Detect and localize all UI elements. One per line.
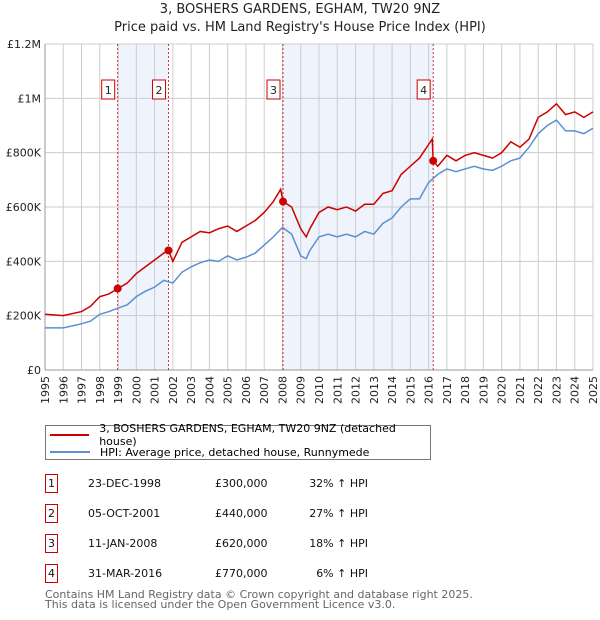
x-tick-label: 1995 bbox=[39, 376, 52, 404]
sale-label-number: 3 bbox=[270, 84, 277, 97]
x-tick-label: 2006 bbox=[240, 376, 253, 404]
x-tick-label: 2019 bbox=[477, 376, 490, 404]
legend-swatch-hpi bbox=[50, 451, 90, 453]
sale-hpi-diff: 18% ↑ HPI bbox=[309, 537, 368, 550]
sale-price: £300,000 bbox=[215, 477, 268, 490]
y-tick-label: £0 bbox=[27, 364, 41, 377]
price-chart: 1995 1996 1997 1998 1999 2000 2001 2002 2003 2004… bbox=[6, 38, 600, 404]
x-tick-label: 2014 bbox=[386, 376, 399, 404]
sale-number: 1 bbox=[45, 474, 58, 493]
sale-date: 11-JAN-2008 bbox=[88, 537, 158, 550]
sale-date: 23-DEC-1998 bbox=[88, 477, 162, 490]
x-tick-label: 2010 bbox=[313, 376, 326, 404]
sale-label-box bbox=[416, 79, 431, 100]
legend: 3, BOSHERS GARDENS, EGHAM, TW20 9NZ (det… bbox=[45, 422, 431, 460]
x-tick-label: 2005 bbox=[222, 376, 235, 404]
x-tick-label: 2008 bbox=[276, 376, 289, 404]
x-tick-label: 2024 bbox=[569, 376, 582, 404]
x-tick-label: 2013 bbox=[368, 376, 381, 404]
sale-number: 3 bbox=[45, 534, 58, 553]
sale-label-number: 1 bbox=[105, 84, 112, 97]
sale-label-box bbox=[101, 79, 116, 100]
sale-number: 4 bbox=[45, 564, 58, 583]
sale-price: £620,000 bbox=[215, 537, 268, 550]
x-tick-label: 1996 bbox=[57, 376, 70, 404]
x-tick-label: 1997 bbox=[76, 376, 89, 404]
x-tick-label: 2003 bbox=[185, 376, 198, 404]
sale-hpi-diff: 6% ↑ HPI bbox=[316, 567, 368, 580]
y-tick-label: £200K bbox=[6, 310, 42, 323]
x-tick-label: 2009 bbox=[295, 376, 308, 404]
y-tick-label: £600K bbox=[6, 201, 42, 214]
y-tick-label: £1M bbox=[18, 92, 42, 105]
legend-label: HPI: Average price, detached house, Runn… bbox=[100, 445, 370, 459]
sale-date: 31-MAR-2016 bbox=[88, 567, 163, 580]
series-line-hpi bbox=[45, 119, 594, 329]
x-tick-label: 2017 bbox=[441, 376, 454, 404]
x-tick-label: 2001 bbox=[149, 376, 162, 404]
x-tick-label: 1999 bbox=[112, 376, 125, 404]
sale-date: 05-OCT-2001 bbox=[88, 507, 161, 520]
x-tick-label: 2011 bbox=[331, 376, 344, 404]
y-tick-label: £400K bbox=[6, 255, 42, 268]
sale-price: £770,000 bbox=[215, 567, 268, 580]
legend-label: 3, BOSHERS GARDENS, EGHAM, TW20 9NZ (det… bbox=[99, 422, 396, 448]
x-tick-label: 2022 bbox=[532, 376, 545, 404]
legend-item-property: 3, BOSHERS GARDENS, EGHAM, TW20 9NZ (det… bbox=[50, 422, 430, 448]
footer-copyright: Contains HM Land Registry data © Crown c… bbox=[45, 588, 473, 601]
sale-point bbox=[429, 156, 438, 165]
sale-number: 2 bbox=[45, 504, 58, 523]
footer: Contains HM Land Registry data © Crown c… bbox=[45, 588, 473, 611]
sale-point bbox=[113, 284, 122, 293]
sale-price: £440,000 bbox=[215, 507, 268, 520]
sale-point bbox=[164, 246, 173, 255]
x-tick-label: 2015 bbox=[404, 376, 417, 404]
sale-point bbox=[279, 197, 288, 206]
x-tick-label: 2002 bbox=[167, 376, 180, 404]
sale-label-number: 2 bbox=[155, 84, 162, 97]
x-tick-label: 2021 bbox=[514, 376, 527, 404]
chart-subtitle: Price paid vs. HM Land Registry's House … bbox=[114, 20, 486, 35]
chart-title: 3, BOSHERS GARDENS, EGHAM, TW20 9NZ bbox=[159, 2, 441, 17]
sale-label-box bbox=[266, 79, 281, 100]
x-tick-label: 2020 bbox=[496, 376, 509, 404]
x-tick-label: 2000 bbox=[130, 376, 143, 404]
sale-hpi-diff: 27% ↑ HPI bbox=[309, 507, 368, 520]
sale-hpi-diff: 32% ↑ HPI bbox=[309, 477, 368, 490]
x-tick-label: 2016 bbox=[423, 376, 436, 404]
legend-item-hpi: HPI: Average price, detached house, Runn… bbox=[50, 444, 369, 460]
legend-swatch-property bbox=[50, 434, 90, 436]
y-tick-label: £1.2M bbox=[7, 38, 41, 51]
sale-label-box bbox=[151, 79, 166, 100]
x-tick-label: 2012 bbox=[350, 376, 363, 404]
x-tick-label: 2023 bbox=[550, 376, 563, 404]
y-tick-label: £800K bbox=[6, 147, 42, 160]
footer-licence: This data is licensed under the Open Gov… bbox=[45, 598, 396, 611]
sale-label-number: 4 bbox=[420, 84, 427, 97]
x-tick-label: 2004 bbox=[203, 376, 216, 404]
x-tick-label: 2018 bbox=[459, 376, 472, 404]
x-tick-label: 2007 bbox=[258, 376, 271, 404]
x-tick-label: 2025 bbox=[587, 376, 600, 404]
x-tick-label: 1998 bbox=[94, 376, 107, 404]
series-line-property bbox=[44, 102, 594, 317]
